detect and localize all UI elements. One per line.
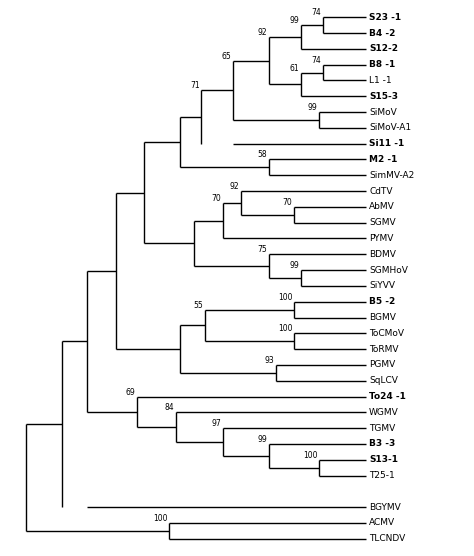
Text: 100: 100	[303, 451, 317, 460]
Text: 58: 58	[258, 151, 267, 160]
Text: 100: 100	[278, 324, 292, 334]
Text: S23 -1: S23 -1	[369, 13, 401, 22]
Text: S12-2: S12-2	[369, 44, 398, 53]
Text: 74: 74	[311, 56, 321, 64]
Text: SqLCV: SqLCV	[369, 376, 398, 385]
Text: 70: 70	[211, 194, 221, 203]
Text: 71: 71	[190, 81, 200, 90]
Text: S13-1: S13-1	[369, 455, 398, 464]
Text: M2 -1: M2 -1	[369, 155, 398, 164]
Text: ToRMV: ToRMV	[369, 345, 399, 354]
Text: S15-3: S15-3	[369, 92, 398, 101]
Text: SiMoV-A1: SiMoV-A1	[369, 123, 411, 132]
Text: 92: 92	[229, 182, 239, 191]
Text: B4 -2: B4 -2	[369, 28, 395, 37]
Text: ACMV: ACMV	[369, 519, 395, 528]
Text: 99: 99	[290, 16, 300, 25]
Text: 97: 97	[211, 419, 221, 428]
Text: T25-1: T25-1	[369, 471, 395, 480]
Text: 99: 99	[290, 261, 300, 270]
Text: B5 -2: B5 -2	[369, 297, 395, 306]
Text: L1 -1: L1 -1	[369, 76, 392, 85]
Text: 100: 100	[278, 292, 292, 302]
Text: 93: 93	[265, 356, 274, 365]
Text: 69: 69	[126, 388, 135, 396]
Text: SGMHoV: SGMHoV	[369, 266, 408, 275]
Text: AbMV: AbMV	[369, 202, 395, 211]
Text: SimMV-A2: SimMV-A2	[369, 171, 414, 180]
Text: 75: 75	[257, 245, 267, 254]
Text: 55: 55	[193, 301, 203, 310]
Text: 92: 92	[258, 28, 267, 37]
Text: Si11 -1: Si11 -1	[369, 139, 404, 148]
Text: BDMV: BDMV	[369, 250, 396, 259]
Text: 100: 100	[153, 514, 167, 523]
Text: TGMV: TGMV	[369, 424, 395, 433]
Text: 61: 61	[290, 63, 300, 72]
Text: PYMV: PYMV	[369, 234, 393, 243]
Text: 99: 99	[308, 103, 317, 112]
Text: 84: 84	[165, 403, 174, 413]
Text: 99: 99	[257, 435, 267, 444]
Text: 65: 65	[222, 52, 232, 61]
Text: BGYMV: BGYMV	[369, 503, 401, 512]
Text: CdTV: CdTV	[369, 187, 392, 196]
Text: SiYVV: SiYVV	[369, 281, 395, 290]
Text: PGMV: PGMV	[369, 360, 395, 369]
Text: To24 -1: To24 -1	[369, 392, 406, 401]
Text: 70: 70	[283, 198, 292, 207]
Text: WGMV: WGMV	[369, 408, 399, 417]
Text: SGMV: SGMV	[369, 218, 396, 227]
Text: B8 -1: B8 -1	[369, 60, 395, 69]
Text: B3 -3: B3 -3	[369, 439, 395, 449]
Text: TLCNDV: TLCNDV	[369, 534, 405, 543]
Text: ToCMoV: ToCMoV	[369, 329, 404, 338]
Text: BGMV: BGMV	[369, 313, 396, 322]
Text: 74: 74	[311, 8, 321, 17]
Text: SiMoV: SiMoV	[369, 107, 397, 117]
